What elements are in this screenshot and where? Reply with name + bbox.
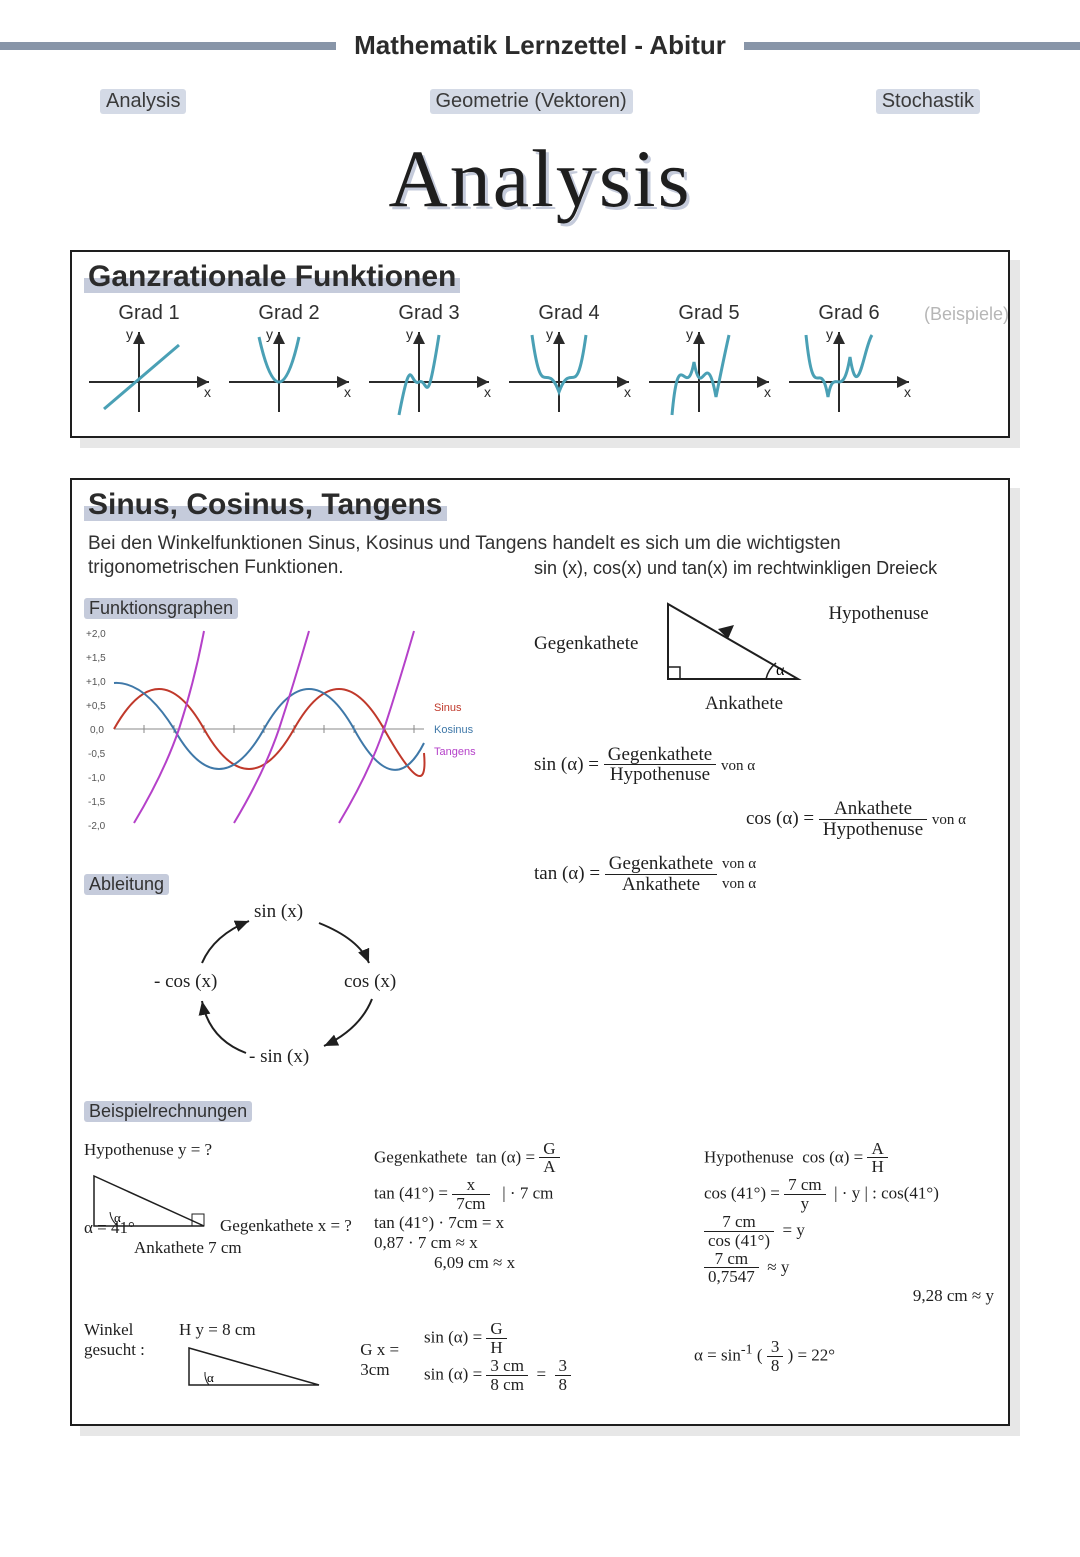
svg-text:x: x <box>204 384 211 400</box>
grad4-plot: xy <box>504 327 634 417</box>
section2-heading: Sinus, Cosinus, Tangens <box>84 488 447 521</box>
formula-cos: cos (α) = AnkatheteHypothenuse von α <box>534 799 996 840</box>
legend-cos: Kosinus <box>434 724 474 736</box>
ex4-mid: sin (α) = GH sin (α) = 3 cm8 cm = 38 <box>424 1320 684 1400</box>
formula-tan: tan (α) = GegenkatheteAnkathete von αvon… <box>534 854 996 895</box>
right-triangle: α <box>648 589 818 699</box>
grad2-label: Grad 2 <box>224 302 354 325</box>
svg-text:y: y <box>266 327 273 342</box>
ex1-geg: Gegenkathete x = ? <box>220 1216 352 1236</box>
svg-text:α: α <box>776 662 785 679</box>
ex4-triangle: α <box>179 1340 329 1395</box>
svg-text:+2,0: +2,0 <box>86 629 106 640</box>
svg-text:+1,0: +1,0 <box>86 677 106 688</box>
header-line-right <box>744 42 1080 50</box>
sub-ableitung: Ableitung <box>84 874 169 895</box>
tri-hyp: Hypothenuse <box>828 603 928 625</box>
svg-text:+0,5: +0,5 <box>86 701 106 712</box>
tab-stochastik[interactable]: Stochastik <box>876 89 980 114</box>
svg-text:+1,5: +1,5 <box>86 653 106 664</box>
script-heading: Analysis <box>0 132 1080 226</box>
formula-sin: sin (α) = GegenkatheteHypothenuse von α <box>534 745 996 786</box>
svg-text:y: y <box>686 327 693 342</box>
ex1-ank: Ankathete 7 cm <box>134 1238 364 1258</box>
trig-graph: +2,0 +1,5 +1,0 +0,5 0,0 -0,5 -1,0 -1,5 -2,0 Sin… <box>84 623 484 833</box>
ex1: Hypothenuse y = ? α Gegenkathete x = ? α… <box>84 1140 364 1307</box>
tab-analysis[interactable]: Analysis <box>100 89 186 114</box>
grad-row: Grad 1 xy Grad 2 xy Grad 3 xy Gr <box>84 302 996 422</box>
grad-note: (Beispiele) <box>924 304 1009 325</box>
svg-text:x: x <box>484 384 491 400</box>
svg-text:y: y <box>826 327 833 342</box>
legend-tan: Tangens <box>434 746 476 758</box>
right-heading: sin (x), cos(x) und tan(x) im rechtwinkl… <box>534 558 996 579</box>
ableitung-arrows <box>84 901 484 1081</box>
svg-text:x: x <box>764 384 771 400</box>
grad2-plot: xy <box>224 327 354 417</box>
svg-text:α: α <box>207 1370 214 1385</box>
section1-heading: Ganzrationale Funktionen <box>84 260 460 293</box>
grad1-label: Grad 1 <box>84 302 214 325</box>
ex2: Gegenkathete tan (α) = GA tan (41°) = x7… <box>374 1140 694 1307</box>
section-ganzrational: Ganzrationale Funktionen Grad 1 xy Grad … <box>70 250 1010 438</box>
svg-text:-2,0: -2,0 <box>88 821 106 832</box>
ableitung-cycle: sin (x) cos (x) - sin (x) - cos (x) <box>84 901 504 1081</box>
trig-left-col: Funktionsgraphen +2,0 +1,5 +1,0 +0,5 0,0 -0,… <box>84 586 504 1081</box>
svg-text:y: y <box>546 327 553 342</box>
tab-geometrie[interactable]: Geometrie (Vektoren) <box>430 89 633 114</box>
svg-text:y: y <box>126 327 133 342</box>
svg-text:x: x <box>904 384 911 400</box>
svg-text:x: x <box>624 384 631 400</box>
sub-beispiele: Beispielrechnungen <box>84 1101 252 1122</box>
legend-sin: Sinus <box>434 702 462 714</box>
sub-funktionsgraphen: Funktionsgraphen <box>84 598 238 619</box>
tab-row: Analysis Geometrie (Vektoren) Stochastik <box>100 89 980 114</box>
examples-row2: Winkel gesucht : H y = 8 cm α G x = 3cm … <box>84 1320 996 1400</box>
grad3-plot: xy <box>364 327 494 417</box>
svg-text:-0,5: -0,5 <box>88 749 106 760</box>
svg-text:0,0: 0,0 <box>90 725 104 736</box>
tri-ank: Ankathete <box>594 693 894 715</box>
grad6-label: Grad 6 <box>784 302 914 325</box>
header-line-left <box>0 42 336 50</box>
ex1-l1: Hypothenuse y = ? <box>84 1140 364 1160</box>
grad6-plot: xy <box>784 327 914 417</box>
grad5-plot: xy <box>644 327 774 417</box>
svg-text:-1,0: -1,0 <box>88 773 106 784</box>
grad3-label: Grad 3 <box>364 302 494 325</box>
svg-text:x: x <box>344 384 351 400</box>
svg-text:y: y <box>406 327 413 342</box>
ex4-right: α = sin-1 ( 38 ) = 22° <box>694 1320 994 1400</box>
page-title: Mathematik Lernzettel - Abitur <box>336 30 744 61</box>
header-bar: Mathematik Lernzettel - Abitur <box>0 30 1080 61</box>
svg-text:-1,5: -1,5 <box>88 797 106 808</box>
ex4-left: Winkel gesucht : H y = 8 cm α G x = 3cm <box>84 1320 414 1400</box>
examples-row1: Hypothenuse y = ? α Gegenkathete x = ? α… <box>84 1140 996 1307</box>
trig-right-col: sin (x), cos(x) und tan(x) im rechtwinkl… <box>534 586 996 1081</box>
tri-geg: Gegenkathete <box>534 633 638 655</box>
grad4-label: Grad 4 <box>504 302 634 325</box>
grad1-plot: xy <box>84 327 214 417</box>
section-trig: Sinus, Cosinus, Tangens Bei den Winkelfu… <box>70 478 1010 1426</box>
ex3: Hypothenuse cos (α) = AH cos (41°) = 7 c… <box>704 1140 1004 1307</box>
grad5-label: Grad 5 <box>644 302 774 325</box>
